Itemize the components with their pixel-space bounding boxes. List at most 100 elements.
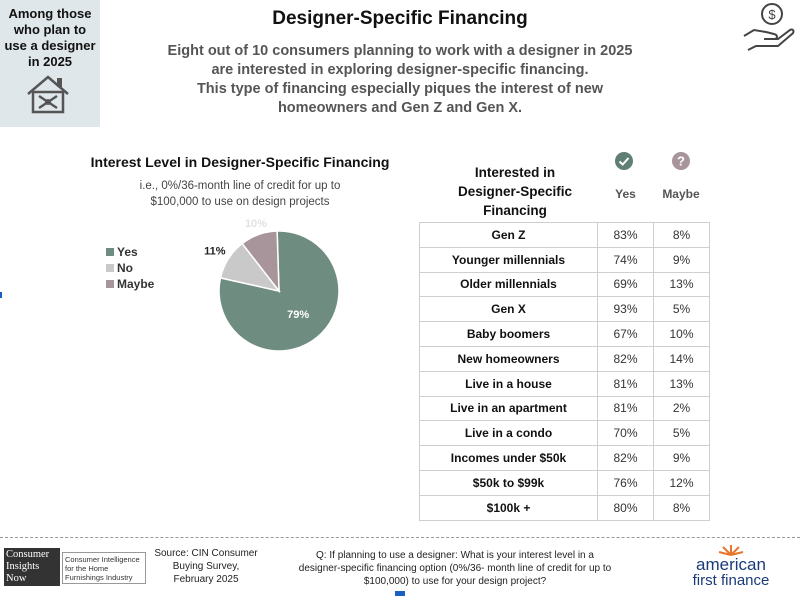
row-maybe-value: 9% <box>653 246 710 273</box>
table-header-title: Interested in Designer-Specific Financin… <box>440 163 590 220</box>
row-yes-value: 82% <box>597 345 654 372</box>
row-label: Younger millennials <box>419 246 598 273</box>
row-maybe-value: 5% <box>653 296 710 323</box>
legend-swatch <box>106 280 114 288</box>
cin-tagline-line: for the Home <box>65 564 109 573</box>
row-label: Live in a condo <box>419 420 598 447</box>
pie-data-label: 11% <box>204 245 226 257</box>
cin-logo-line: Now <box>6 573 27 584</box>
row-yes-value: 69% <box>597 271 654 298</box>
table-header-line: Financing <box>483 203 547 218</box>
money-hand-icon: $ <box>743 3 795 51</box>
row-maybe-value: 14% <box>653 345 710 372</box>
table-row: New homeowners 82% 14% <box>419 345 710 372</box>
table-header-line: Designer-Specific <box>457 184 573 199</box>
audience-tag-text: Among those who plan to use a designer i… <box>0 6 100 70</box>
row-maybe-value: 2% <box>653 395 710 422</box>
row-yes-value: 81% <box>597 395 654 422</box>
row-yes-value: 82% <box>597 445 654 471</box>
table-row: $50k to $99k 76% 12% <box>419 469 710 496</box>
svg-text:?: ? <box>677 154 685 169</box>
cin-tagline: Consumer Intelligence for the Home Furni… <box>62 552 146 584</box>
row-yes-value: 67% <box>597 321 654 347</box>
row-label: Live in an apartment <box>419 395 598 422</box>
pie-chart-subtitle: i.e., 0%/36-month line of credit for up … <box>90 178 390 210</box>
table-row: Live in a house 81% 13% <box>419 370 710 397</box>
sparkle-icon <box>718 545 744 556</box>
legend-item-maybe: Maybe <box>106 276 154 292</box>
row-maybe-value: 9% <box>653 445 710 471</box>
table-row: Gen X 93% 5% <box>419 296 710 323</box>
page-title: Designer-Specific Financing <box>272 8 528 29</box>
check-circle-icon <box>615 152 633 170</box>
row-yes-value: 74% <box>597 246 654 273</box>
source-line: Buying Survey, <box>172 561 240 572</box>
legend-label: Maybe <box>117 277 155 291</box>
pie-slice-maybe <box>241 230 280 294</box>
row-label: $50k to $99k <box>419 469 598 496</box>
table-row: Incomes under $50k 82% 9% <box>419 445 710 471</box>
row-maybe-value: 12% <box>653 469 710 496</box>
legend-item-no: No <box>106 260 154 276</box>
pie-subtitle-line: $100,000 to use on design projects <box>150 196 330 208</box>
cin-logo: Consumer Insights Now <box>4 548 60 586</box>
row-maybe-value: 13% <box>653 370 710 397</box>
table-row: Baby boomers 67% 10% <box>419 321 710 347</box>
row-yes-value: 76% <box>597 469 654 496</box>
question-line: designer-specific financing option (0%/3… <box>298 563 612 574</box>
legend-label: Yes <box>117 245 138 259</box>
row-yes-value: 81% <box>597 370 654 397</box>
row-yes-value: 70% <box>597 420 654 447</box>
audience-tag <box>0 0 100 127</box>
cin-tagline-line: Consumer Intelligence <box>65 555 140 564</box>
cin-logo-line: Consumer <box>6 549 50 560</box>
tag-line: who plan to <box>13 22 87 37</box>
subtitle-line: homeowners and Gen Z and Gen X. <box>277 100 523 116</box>
row-maybe-value: 5% <box>653 420 710 447</box>
tag-line: Among those <box>8 6 92 21</box>
row-label: Older millennials <box>419 271 598 298</box>
edge-marker <box>0 292 2 298</box>
table-row: Gen Z 83% 8% <box>419 222 710 248</box>
footer <box>0 537 800 598</box>
question-line: $100,000) to use for your design project… <box>363 576 547 587</box>
scroll-indicator[interactable] <box>395 591 405 596</box>
row-maybe-value: 10% <box>653 321 710 347</box>
row-label: Live in a house <box>419 370 598 397</box>
table-row: $100k +80% 8% <box>419 494 710 521</box>
af-logo-line2: first finance <box>692 572 770 589</box>
segment-table: Gen Z 83% 8% Younger millennials 74% 9% Older … <box>419 222 710 521</box>
pie-chart: 79% 11% 10% <box>204 218 340 352</box>
page-subtitle: Eight out of 10 consumers planning to wo… <box>150 42 650 118</box>
pie-chart-title: Interest Level in Designer-Specific Fina… <box>90 154 390 170</box>
source-line: February 2025 <box>173 574 239 585</box>
tag-line: use a designer <box>4 38 96 53</box>
pie-data-label: 10% <box>245 218 267 230</box>
subtitle-line: Eight out of 10 consumers planning to wo… <box>167 43 633 59</box>
row-label: Gen Z <box>419 222 598 248</box>
row-label: New homeowners <box>419 345 598 372</box>
american-first-finance-logo: american first finance <box>686 544 776 588</box>
row-yes-value: 80% <box>597 494 654 521</box>
cin-tagline-line: Furnishings Industry <box>65 573 133 582</box>
cin-logo-line: Insights <box>6 561 40 572</box>
survey-question: Q: If planning to use a designer: What i… <box>285 549 625 588</box>
pie-data-label: 79% <box>287 309 309 321</box>
table-row: Younger millennials 74% 9% <box>419 246 710 273</box>
row-yes-value: 93% <box>597 296 654 323</box>
row-yes-value: 83% <box>597 222 654 248</box>
legend-item-yes: Yes <box>106 244 154 260</box>
question-line: Q: If planning to use a designer: What i… <box>316 550 594 561</box>
legend-label: No <box>117 261 133 275</box>
source-note: Source: CIN Consumer Buying Survey, Febr… <box>146 547 266 586</box>
row-maybe-value: 8% <box>653 494 710 521</box>
af-logo-line1: american <box>696 555 766 574</box>
row-maybe-value: 8% <box>653 222 710 248</box>
subtitle-line: This type of financing especially piques… <box>196 81 604 97</box>
pie-subtitle-line: i.e., 0%/36-month line of credit for up … <box>139 180 341 192</box>
question-circle-icon: ? <box>672 152 690 170</box>
table-header-line: Interested in <box>474 165 556 180</box>
column-header-maybe: Maybe <box>662 187 700 201</box>
svg-text:$: $ <box>768 7 776 22</box>
legend-swatch <box>106 248 114 256</box>
